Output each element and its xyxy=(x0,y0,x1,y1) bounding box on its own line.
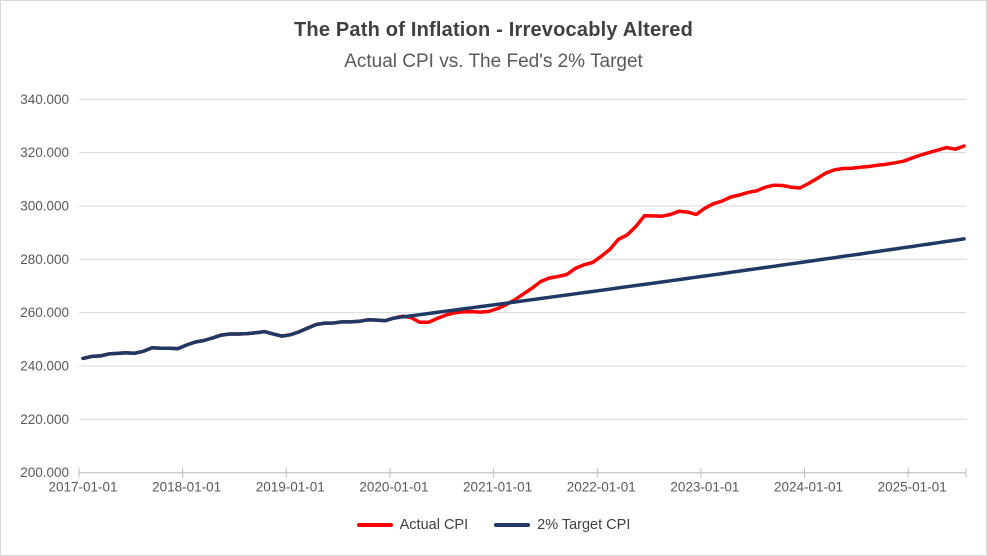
x-axis-tick-label: 2024-01-01 xyxy=(774,480,843,495)
y-axis-tick-label: 320.000 xyxy=(20,145,69,160)
legend-label: Actual CPI xyxy=(399,517,469,533)
y-axis-tick-label: 260.000 xyxy=(20,305,69,320)
y-axis-tick-label: 220.000 xyxy=(20,412,69,427)
legend-item-target-cpi: 2% Target CPI xyxy=(494,517,630,533)
actual-cpi-line xyxy=(81,144,966,361)
x-axis-tick-label: 2025-01-01 xyxy=(878,480,947,495)
chart-legend: Actual CPI 2% Target CPI xyxy=(1,517,986,533)
x-axis-tick-label: 2023-01-01 xyxy=(670,480,739,495)
y-axis-tick-label: 300.000 xyxy=(20,198,69,213)
x-axis-tick-label: 2017-01-01 xyxy=(48,480,117,495)
legend-line-swatch xyxy=(356,523,393,527)
y-axis-tick-label: 240.000 xyxy=(20,359,69,374)
y-axis-tick-label: 280.000 xyxy=(20,252,69,267)
target-cpi-line xyxy=(81,237,966,361)
x-axis-tick-label: 2022-01-01 xyxy=(567,480,636,495)
x-axis-tick-label: 2020-01-01 xyxy=(359,480,428,495)
legend-line-swatch xyxy=(494,523,531,527)
legend-item-actual-cpi: Actual CPI xyxy=(356,517,469,533)
y-axis-tick-label: 340.000 xyxy=(20,92,69,107)
legend-label: 2% Target CPI xyxy=(537,517,631,533)
y-axis-tick-label: 200.000 xyxy=(20,465,69,480)
chart-title: The Path of Inflation - Irrevocably Alte… xyxy=(293,19,694,41)
chart-subtitle: Actual CPI vs. The Fed's 2% Target xyxy=(344,51,643,72)
x-axis-tick-label: 2018-01-01 xyxy=(152,480,221,495)
x-axis-tick-label: 2019-01-01 xyxy=(256,480,325,495)
x-axis-tick-label: 2021-01-01 xyxy=(463,480,532,495)
